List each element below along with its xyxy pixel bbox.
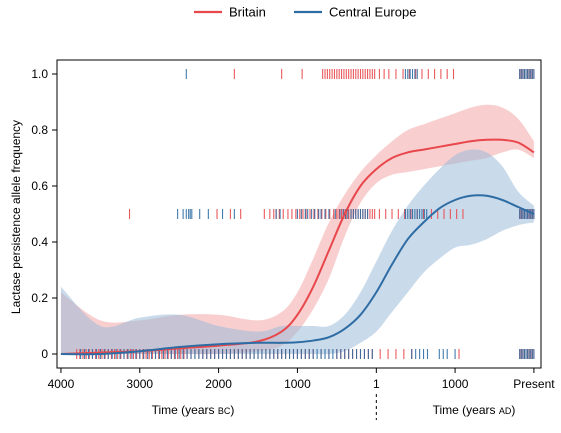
x-axis-label-ad: Time (years AD) bbox=[433, 403, 516, 417]
legend-label-central-europe: Central Europe bbox=[329, 5, 416, 20]
band-central-europe bbox=[60, 149, 534, 355]
x-tick-label: 3000 bbox=[126, 377, 153, 391]
y-tick-label: 0.8 bbox=[31, 123, 48, 137]
x-axis-label-bc: Time (years BC) bbox=[152, 403, 235, 417]
y-tick-label: 1.0 bbox=[31, 67, 48, 81]
x-tick-label: Present bbox=[513, 377, 555, 391]
confidence-bands bbox=[60, 104, 534, 355]
line-central-europe bbox=[60, 194, 535, 356]
x-tick-label: 1000 bbox=[442, 377, 469, 391]
legend: Britain Central Europe bbox=[194, 5, 416, 20]
trend-lines bbox=[60, 138, 535, 356]
plot-frame bbox=[56, 59, 542, 369]
y-axis: 0 0.2 0.4 0.6 0.8 1.0 bbox=[31, 67, 57, 361]
x-axis: 4000 3000 2000 1000 1 1000 Present bbox=[48, 368, 555, 391]
y-tick-label: 0.4 bbox=[31, 235, 48, 249]
x-tick-label: 4000 bbox=[48, 377, 75, 391]
x-tick-label: 2000 bbox=[205, 377, 232, 391]
y-tick-label: 0.2 bbox=[31, 291, 48, 305]
legend-label-britain: Britain bbox=[229, 5, 266, 20]
y-tick-label: 0 bbox=[41, 347, 48, 361]
band-britain bbox=[60, 104, 534, 355]
x-tick-label: 1000 bbox=[284, 377, 311, 391]
line-britain bbox=[60, 138, 535, 355]
y-axis-label: Lactase persistence allele frequency bbox=[9, 120, 23, 314]
x-tick-label: 1 bbox=[373, 377, 380, 391]
y-tick-label: 0.6 bbox=[31, 179, 48, 193]
